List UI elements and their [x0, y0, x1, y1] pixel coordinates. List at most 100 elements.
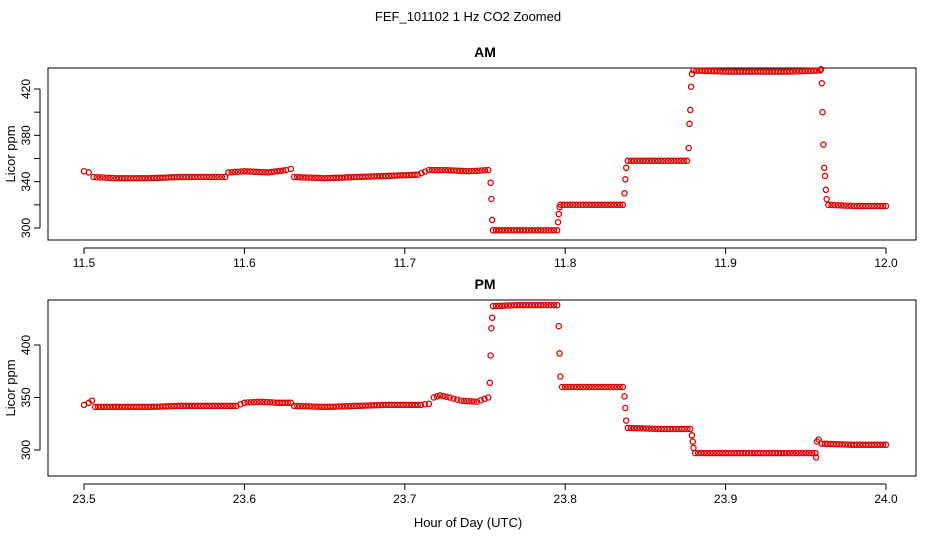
data-point [221, 173, 229, 181]
data-point [604, 201, 611, 209]
data-point [688, 432, 696, 439]
data-point [141, 403, 149, 411]
data-point [694, 449, 702, 457]
data-point [327, 174, 334, 182]
data-point [279, 167, 287, 174]
data-point [661, 157, 668, 165]
data-point [241, 399, 248, 407]
data-point [567, 383, 575, 391]
data-point [507, 227, 515, 234]
data-point [868, 202, 875, 210]
data-point [290, 173, 298, 181]
data-point [106, 403, 114, 411]
data-point [621, 190, 628, 197]
data-point [728, 68, 735, 75]
panel-pm-points [80, 301, 890, 461]
data-point [822, 186, 830, 194]
data-point [425, 400, 433, 408]
data-point [731, 449, 738, 457]
data-point [159, 403, 166, 410]
data-point [414, 401, 422, 409]
data-point [763, 68, 770, 75]
panel-am: AM Licor ppm 11.5 11.6 11.7 11.8 11.9 12.0 30… [3, 44, 917, 270]
data-point [558, 383, 566, 391]
data-point [674, 157, 681, 165]
data-point [528, 227, 536, 234]
data-point [544, 301, 551, 309]
data-point [780, 68, 788, 75]
data-point [704, 449, 711, 457]
data-point [624, 424, 632, 432]
data-point [103, 403, 111, 411]
data-point [276, 167, 284, 175]
data-point [96, 174, 104, 181]
data-point [619, 201, 627, 209]
data-point [879, 441, 887, 449]
data-point [241, 167, 248, 175]
data-point [642, 425, 650, 432]
data-point [630, 157, 638, 165]
data-point [579, 201, 587, 209]
data-point [598, 201, 605, 209]
data-point [589, 201, 596, 209]
data-point [534, 301, 542, 309]
data-point [667, 157, 675, 165]
data-point [467, 398, 474, 405]
data-point [619, 383, 627, 391]
data-point [228, 168, 235, 176]
data-point [710, 449, 717, 457]
data-point [799, 449, 806, 457]
data-point [218, 173, 226, 181]
data-point [206, 402, 213, 410]
data-point [250, 168, 257, 175]
panel-am-title: AM [474, 44, 496, 60]
data-point [802, 449, 810, 457]
data-point [478, 167, 486, 174]
data-point [85, 169, 93, 176]
data-point [607, 201, 614, 209]
data-point [763, 449, 770, 457]
data-point [262, 169, 269, 176]
data-point [627, 157, 635, 165]
data-point [557, 201, 564, 209]
data-point [382, 401, 390, 409]
data-point [821, 172, 829, 180]
data-point [690, 444, 697, 452]
data-point [582, 383, 590, 391]
data-point [489, 302, 497, 310]
data-point [595, 383, 602, 391]
y-tick-label: 350 [19, 387, 33, 407]
data-point [344, 402, 352, 410]
data-point [586, 383, 593, 391]
data-point [176, 173, 184, 181]
data-point [560, 201, 567, 209]
data-point [484, 166, 492, 174]
data-point [244, 399, 251, 406]
data-point [610, 383, 618, 391]
data-point [465, 167, 473, 175]
data-point [807, 67, 815, 75]
data-point [418, 169, 425, 177]
data-point [430, 394, 437, 401]
data-point [636, 157, 644, 165]
data-point [556, 350, 563, 357]
data-point [487, 179, 494, 187]
data-point [365, 402, 372, 409]
data-point [176, 402, 184, 410]
data-point [649, 425, 656, 432]
data-point [691, 449, 699, 457]
data-point [347, 402, 355, 410]
data-point [688, 70, 696, 78]
data-point [589, 383, 596, 391]
data-point [601, 383, 608, 391]
data-point [686, 120, 693, 128]
data-point [687, 425, 694, 433]
data-point [805, 449, 813, 457]
data-point [713, 449, 720, 457]
data-point [296, 174, 304, 181]
data-point [456, 167, 464, 175]
data-point [121, 403, 129, 411]
data-point [522, 301, 530, 309]
data-point [510, 301, 518, 309]
